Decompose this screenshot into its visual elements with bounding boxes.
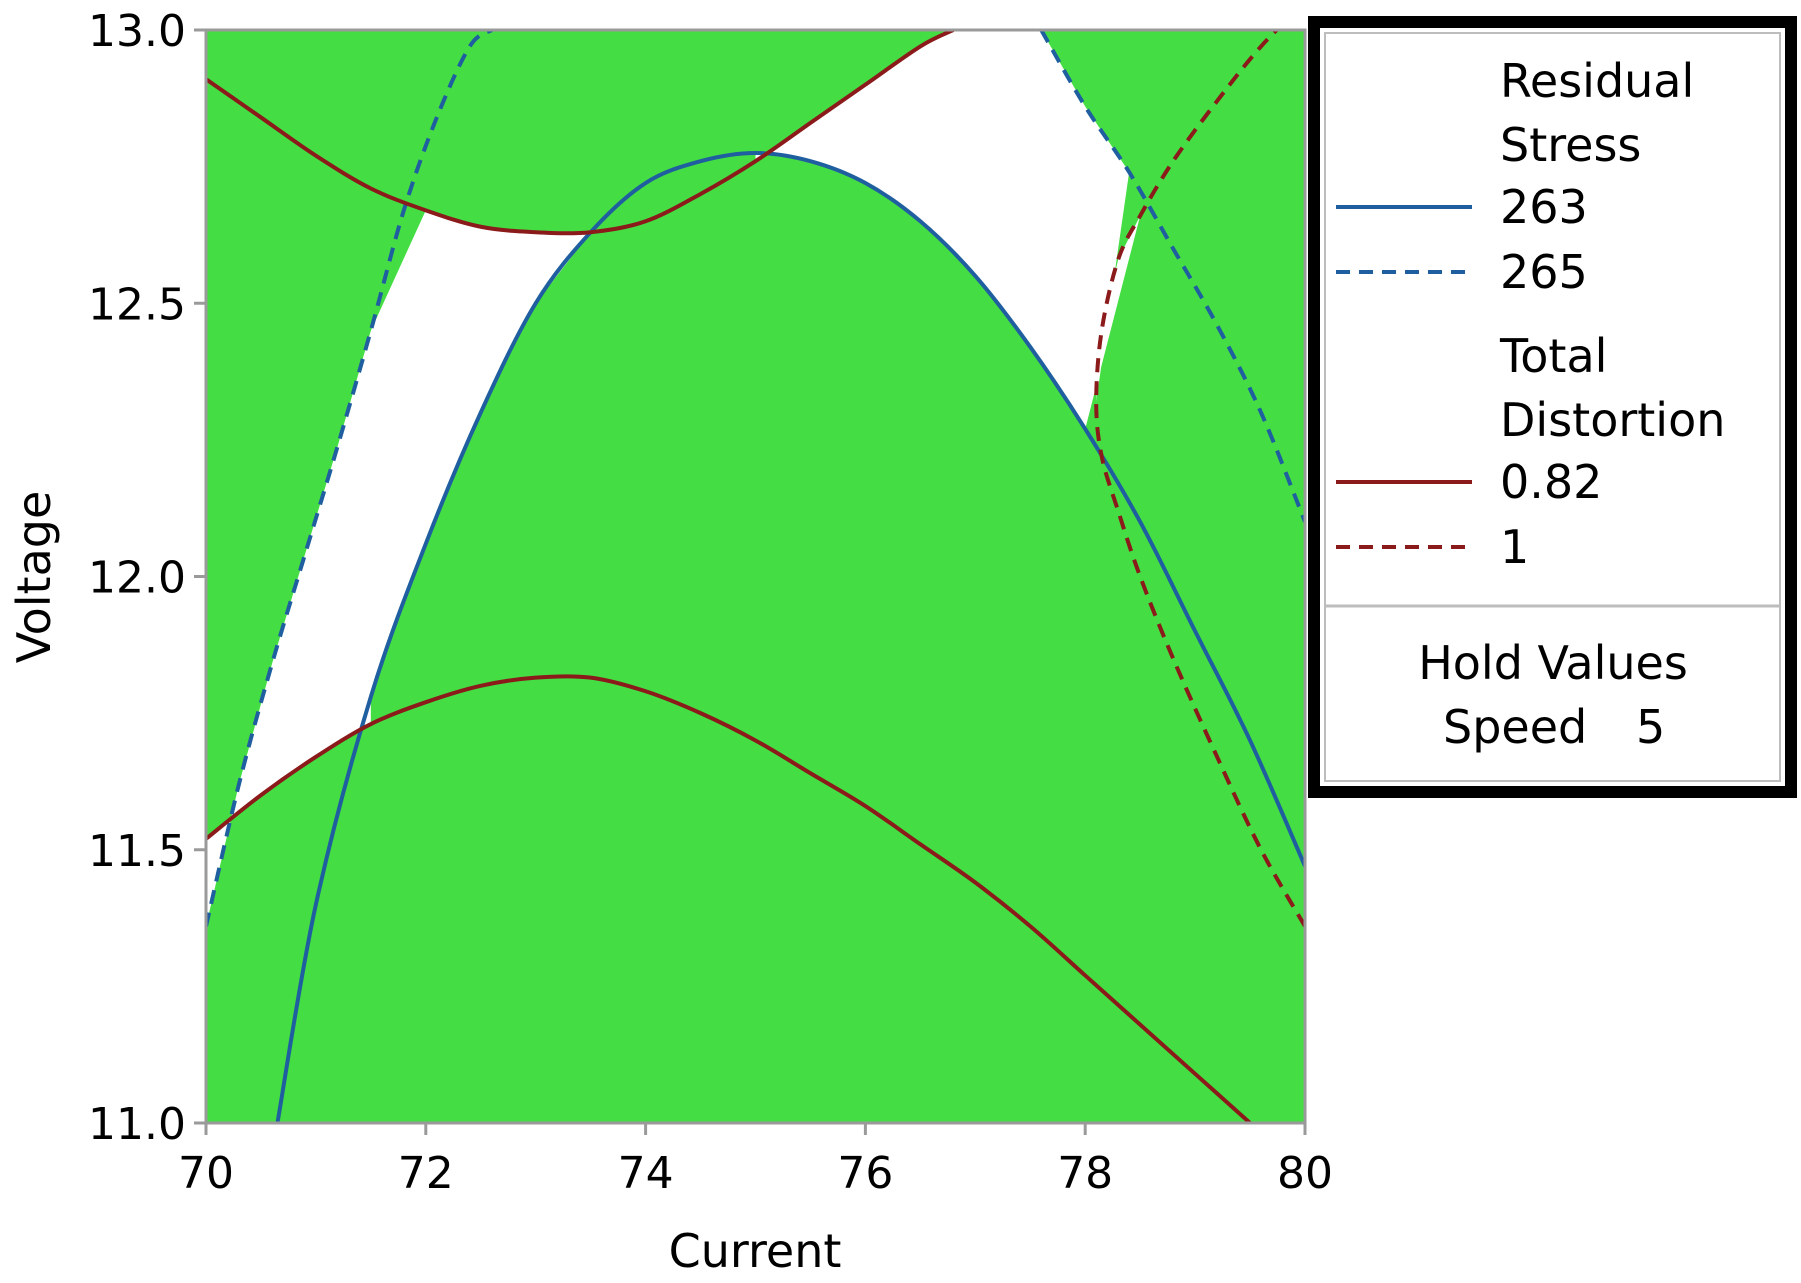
contour-line-5 [206,674,1252,1123]
contour-line-3 [1039,30,1305,523]
legend: Residual Stress 263 265 Total Distortion… [1308,16,1797,798]
y-axis-title: Voltage [7,491,61,664]
y-tick-label: 12.0 [88,553,186,604]
y-tick-label: 13.0 [88,6,186,57]
contour-line-6 [1094,30,1305,928]
y-tick-label: 12.5 [88,279,186,330]
x-tick-label: 78 [1057,1148,1113,1199]
x-tick-label: 72 [398,1148,454,1199]
legend-group-1-title-line-1: Residual [1500,54,1694,108]
legend-label-0.82: 0.82 [1500,455,1602,509]
x-axis-title: Current [669,1224,842,1278]
contour-line-1 [275,150,1305,1123]
hold-values-title: Hold Values [1418,636,1688,690]
legend-group-2-title-line-2: Distortion [1500,393,1725,447]
x-axis: 70 72 74 76 78 80 [178,1123,1333,1199]
feasible-region-left [206,210,591,927]
x-tick-label: 70 [178,1148,234,1199]
legend-label-263: 263 [1500,180,1588,234]
x-tick-label: 76 [837,1148,893,1199]
y-axis: 11.0 11.5 12.0 12.5 13.0 [88,6,206,1150]
contour-lines [206,30,1305,1123]
legend-border [1308,16,1797,798]
plot-area [204,28,1307,1125]
legend-label-265: 265 [1500,245,1588,299]
legend-group-1-title-line-2: Stress [1500,118,1641,172]
contour-line-2 [206,30,493,927]
hold-value-speed-value: 5 [1636,700,1665,754]
x-tick-label: 74 [618,1148,674,1199]
y-tick-label: 11.5 [88,826,186,877]
feasible-region [206,30,1141,927]
y-tick-label: 11.0 [88,1099,186,1150]
x-tick-label: 80 [1277,1148,1333,1199]
feasible-region-upper-right [755,30,1141,429]
hold-value-speed-name: Speed [1443,700,1587,754]
legend-inner-frame [1324,32,1781,782]
legend-group-2-title-line-1: Total [1499,329,1607,383]
legend-label-1: 1 [1500,520,1529,574]
contour-line-4 [206,30,955,236]
